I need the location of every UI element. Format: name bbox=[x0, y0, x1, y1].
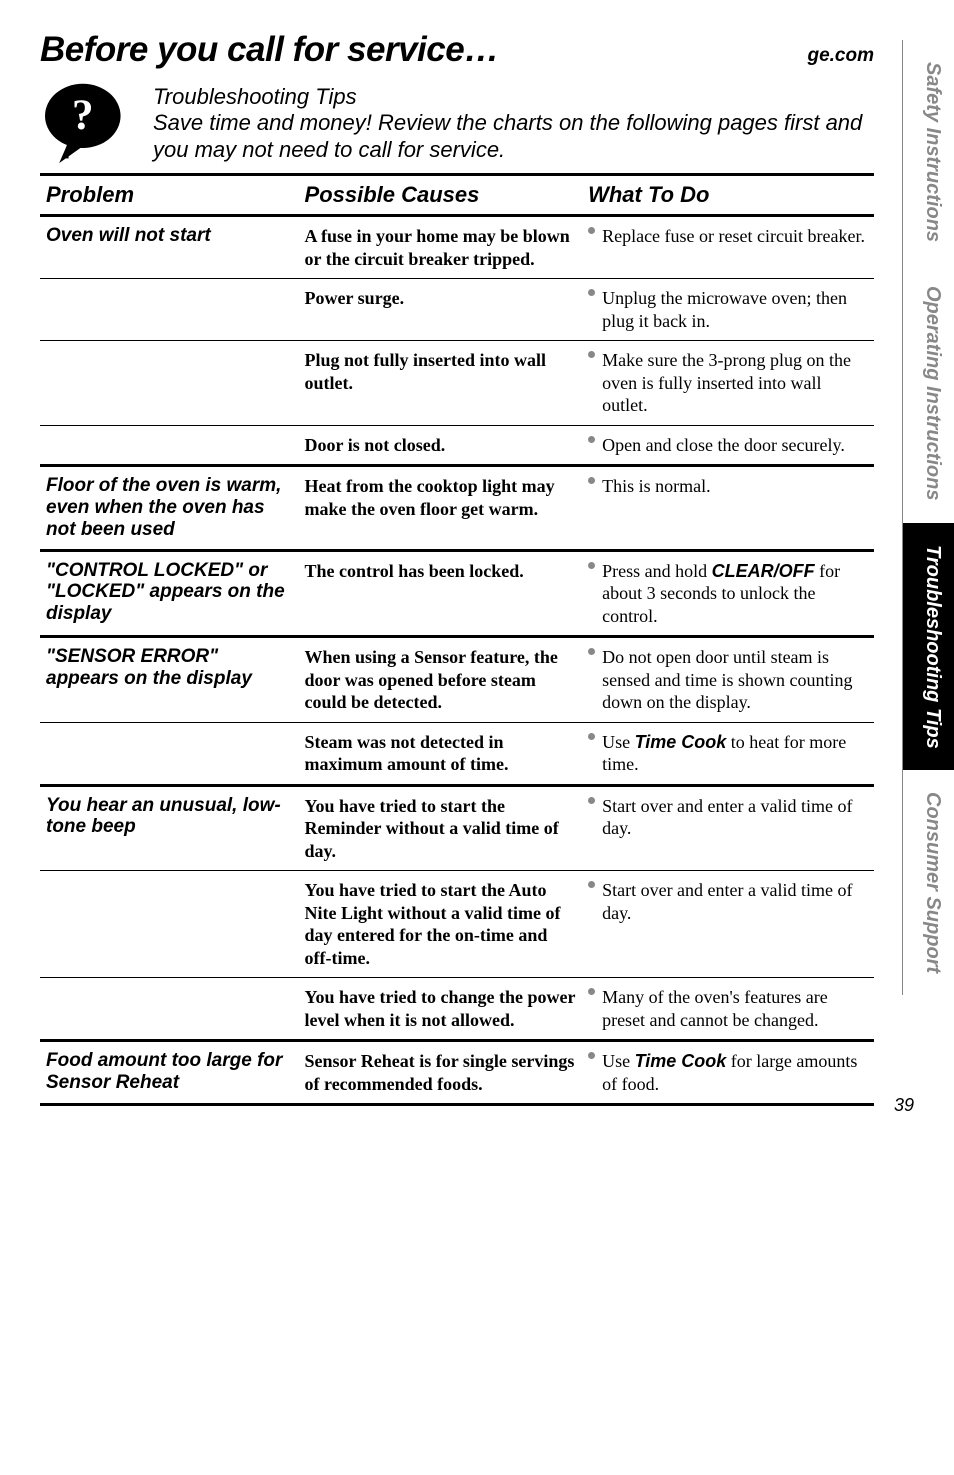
page-header: Before you call for service… ge.com bbox=[40, 30, 874, 70]
cause-cell: Power surge. bbox=[299, 279, 583, 341]
cause-cell: Heat from the cooktop light may make the… bbox=[299, 466, 583, 551]
todo-cell: Many of the oven's features are preset a… bbox=[582, 978, 874, 1041]
col-causes: Possible Causes bbox=[299, 175, 583, 216]
table-row: Food amount too large for Sensor ReheatS… bbox=[40, 1041, 874, 1105]
todo-text: Do not open door until steam is sensed a… bbox=[602, 647, 852, 712]
todo-text: Replace fuse or reset circuit breaker. bbox=[602, 226, 865, 246]
question-bubble-icon: ? bbox=[40, 80, 135, 165]
table-row: "CONTROL LOCKED" or "LOCKED" appears on … bbox=[40, 550, 874, 637]
tab-troubleshooting: Troubleshooting Tips bbox=[902, 523, 954, 771]
todo-cell: This is normal. bbox=[582, 466, 874, 551]
problem-cell: Floor of the oven is warm, even when the… bbox=[40, 466, 299, 551]
cause-cell: When using a Sensor feature, the door wa… bbox=[299, 637, 583, 723]
side-tabs: Safety Instructions Operating Instructio… bbox=[902, 40, 954, 995]
bullet-icon bbox=[588, 289, 595, 296]
cause-cell: Steam was not detected in maximum amount… bbox=[299, 722, 583, 785]
table-row: Steam was not detected in maximum amount… bbox=[40, 722, 874, 785]
bullet-icon bbox=[588, 436, 595, 443]
table-row: "SENSOR ERROR" appears on the displayWhe… bbox=[40, 637, 874, 723]
table-row: Door is not closed. Open and close the do… bbox=[40, 425, 874, 466]
cause-cell: You have tried to start the Auto Nite Li… bbox=[299, 871, 583, 978]
cause-cell: A fuse in your home may be blown or the … bbox=[299, 216, 583, 279]
problem-cell bbox=[40, 722, 299, 785]
todo-cell: Make sure the 3-prong plug on the oven i… bbox=[582, 341, 874, 426]
todo-cell: Open and close the door securely. bbox=[582, 425, 874, 466]
bullet-icon bbox=[588, 351, 595, 358]
emphasis: Time Cook bbox=[635, 1051, 727, 1071]
table-row: Power surge. Unplug the microwave oven; t… bbox=[40, 279, 874, 341]
problem-cell: "SENSOR ERROR" appears on the display bbox=[40, 637, 299, 723]
todo-cell: Use Time Cook to heat for more time. bbox=[582, 722, 874, 785]
page-title: Before you call for service… bbox=[40, 30, 499, 70]
bullet-icon bbox=[588, 648, 595, 655]
tab-safety: Safety Instructions bbox=[902, 40, 954, 264]
table-row: You have tried to change the power level… bbox=[40, 978, 874, 1041]
bullet-icon bbox=[588, 733, 595, 740]
problem-cell: "CONTROL LOCKED" or "LOCKED" appears on … bbox=[40, 550, 299, 637]
todo-text: Use Time Cook to heat for more time. bbox=[602, 732, 846, 775]
svg-text:?: ? bbox=[72, 91, 94, 139]
cause-cell: You have tried to start the Reminder wit… bbox=[299, 785, 583, 871]
todo-cell: Replace fuse or reset circuit breaker. bbox=[582, 216, 874, 279]
table-row: Oven will not startA fuse in your home m… bbox=[40, 216, 874, 279]
bullet-icon bbox=[588, 881, 595, 888]
todo-text: Start over and enter a valid time of day… bbox=[602, 880, 852, 923]
problem-cell bbox=[40, 425, 299, 466]
bullet-icon bbox=[588, 988, 595, 995]
problem-cell bbox=[40, 279, 299, 341]
table-row: You have tried to start the Auto Nite Li… bbox=[40, 871, 874, 978]
problem-cell bbox=[40, 978, 299, 1041]
todo-text: Start over and enter a valid time of day… bbox=[602, 796, 852, 839]
col-todo: What To Do bbox=[582, 175, 874, 216]
emphasis: CLEAR/OFF bbox=[712, 561, 815, 581]
problem-cell: You hear an unusual, low-tone beep bbox=[40, 785, 299, 871]
bullet-icon bbox=[588, 227, 595, 234]
problem-cell: Food amount too large for Sensor Reheat bbox=[40, 1041, 299, 1105]
page-url: ge.com bbox=[807, 45, 874, 67]
todo-text: This is normal. bbox=[602, 476, 711, 496]
troubleshooting-table: Problem Possible Causes What To Do Oven … bbox=[40, 173, 874, 1106]
todo-cell: Start over and enter a valid time of day… bbox=[582, 871, 874, 978]
cause-cell: You have tried to change the power level… bbox=[299, 978, 583, 1041]
tab-operating: Operating Instructions bbox=[902, 264, 954, 522]
tips-text: Troubleshooting Tips Save time and money… bbox=[153, 80, 874, 163]
problem-cell: Oven will not start bbox=[40, 216, 299, 279]
todo-text: Press and hold CLEAR/OFF for about 3 sec… bbox=[602, 561, 840, 626]
bullet-icon bbox=[588, 1052, 595, 1059]
bullet-icon bbox=[588, 797, 595, 804]
todo-cell: Do not open door until steam is sensed a… bbox=[582, 637, 874, 723]
tab-consumer: Consumer Support bbox=[902, 770, 954, 995]
todo-text: Unplug the microwave oven; then plug it … bbox=[602, 288, 847, 331]
col-problem: Problem bbox=[40, 175, 299, 216]
cause-cell: Door is not closed. bbox=[299, 425, 583, 466]
todo-cell: Start over and enter a valid time of day… bbox=[582, 785, 874, 871]
cause-cell: Sensor Reheat is for single servings of … bbox=[299, 1041, 583, 1105]
todo-text: Many of the oven's features are preset a… bbox=[602, 987, 828, 1030]
todo-text: Make sure the 3-prong plug on the oven i… bbox=[602, 350, 851, 415]
tips-row: ? Troubleshooting Tips Save time and mon… bbox=[40, 80, 874, 165]
todo-cell: Use Time Cook for large amounts of food. bbox=[582, 1041, 874, 1105]
table-row: You hear an unusual, low-tone beepYou ha… bbox=[40, 785, 874, 871]
page-number: 39 bbox=[894, 1095, 914, 1116]
todo-text: Use Time Cook for large amounts of food. bbox=[602, 1051, 857, 1094]
cause-cell: The control has been locked. bbox=[299, 550, 583, 637]
table-row: Plug not fully inserted into wall outlet… bbox=[40, 341, 874, 426]
problem-cell bbox=[40, 341, 299, 426]
todo-cell: Unplug the microwave oven; then plug it … bbox=[582, 279, 874, 341]
bullet-icon bbox=[588, 562, 595, 569]
tips-heading: Troubleshooting Tips bbox=[153, 84, 874, 110]
cause-cell: Plug not fully inserted into wall outlet… bbox=[299, 341, 583, 426]
table-row: Floor of the oven is warm, even when the… bbox=[40, 466, 874, 551]
tips-body: Save time and money! Review the charts o… bbox=[153, 110, 874, 163]
todo-text: Open and close the door securely. bbox=[602, 435, 845, 455]
bullet-icon bbox=[588, 477, 595, 484]
problem-cell bbox=[40, 871, 299, 978]
todo-cell: Press and hold CLEAR/OFF for about 3 sec… bbox=[582, 550, 874, 637]
emphasis: Time Cook bbox=[635, 732, 727, 752]
